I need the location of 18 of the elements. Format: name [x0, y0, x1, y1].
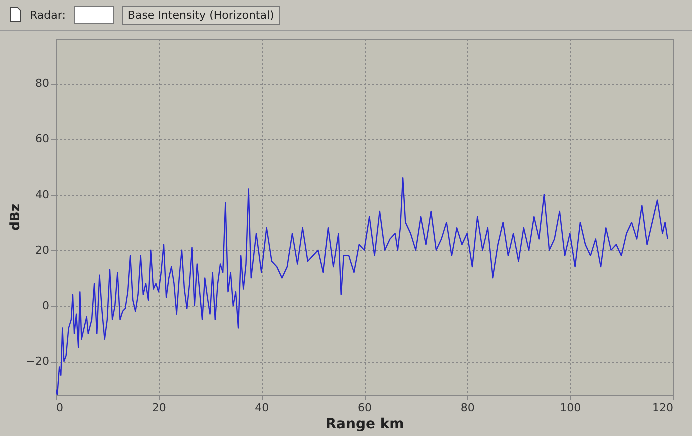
line-series — [56, 177, 668, 395]
x-tick-label: 40 — [255, 402, 270, 414]
x-tick-label: 120 — [652, 402, 674, 414]
y-tick-label: 20 — [36, 244, 50, 257]
x-tick-label: 60 — [358, 402, 372, 414]
x-tick-label: 20 — [152, 402, 166, 414]
y-tick-label: 40 — [36, 188, 50, 202]
y-axis-title: dBz — [8, 204, 24, 231]
text: Radar: — [30, 8, 66, 22]
x-tick-label: 100 — [560, 402, 582, 414]
y-tick-label: 60 — [36, 132, 50, 146]
x-axis-title: Range km — [326, 416, 404, 432]
x-tick-label: 80 — [460, 402, 475, 414]
y-tick-label: −20 — [26, 355, 50, 368]
x-tick-label: 0 — [56, 402, 64, 414]
text: Base Intensity (Horizontal) — [122, 6, 280, 24]
y-tick-label: 80 — [36, 77, 50, 90]
y-tick-label: 0 — [42, 300, 50, 312]
